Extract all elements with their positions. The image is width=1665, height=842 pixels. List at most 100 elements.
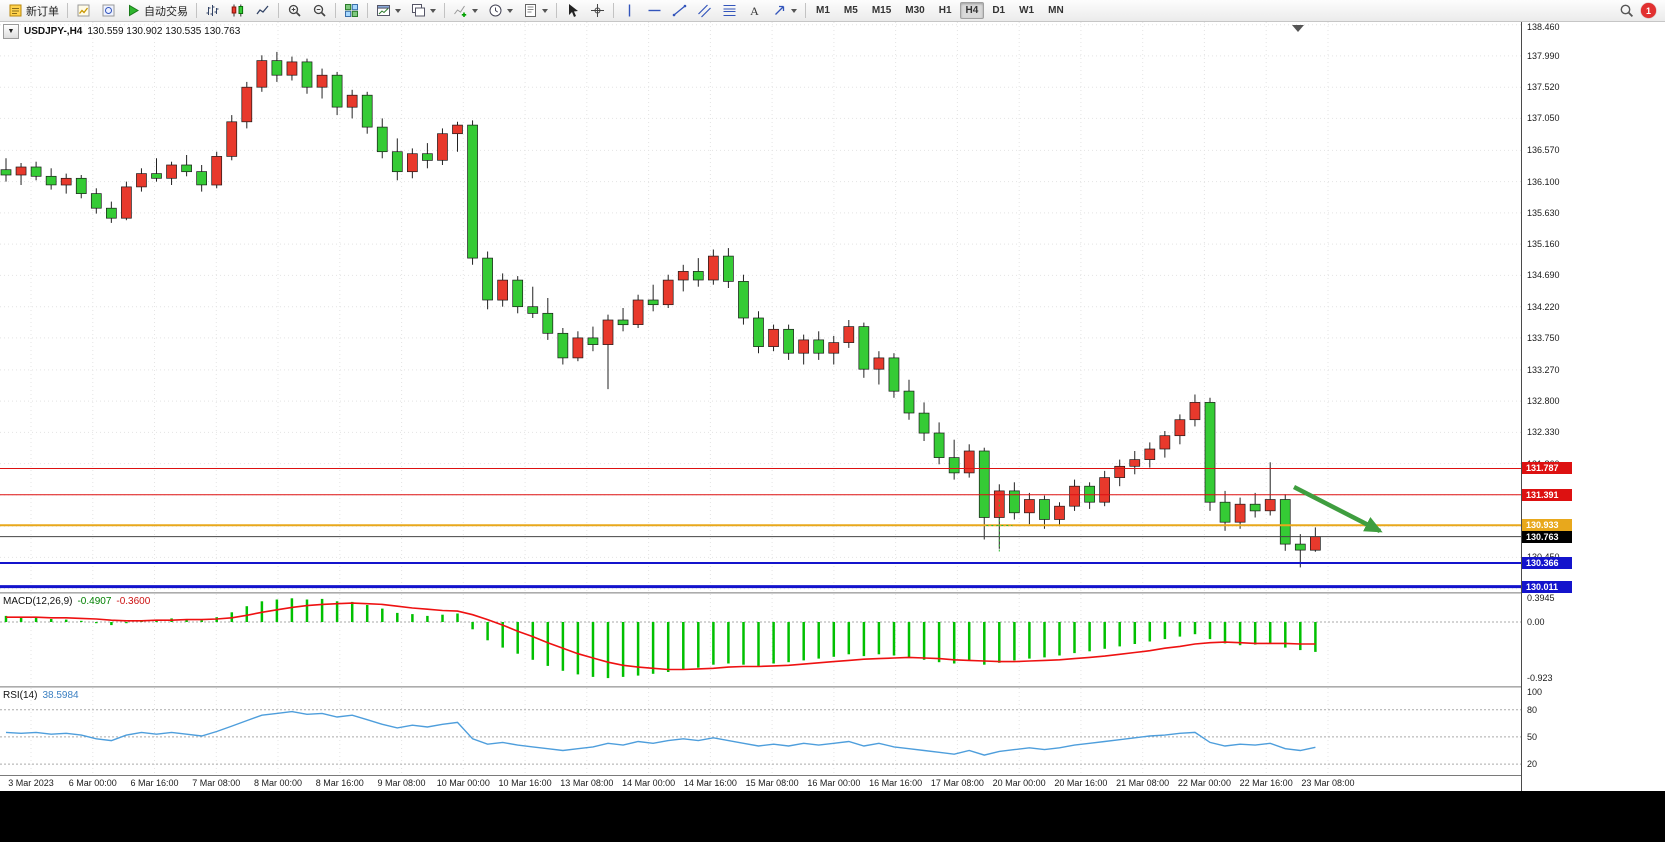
vertical-line-button[interactable] [617,0,642,21]
search-icon[interactable] [1619,3,1634,18]
equidistant-channel-button[interactable] [692,0,717,21]
timeframe-w1-button[interactable]: W1 [1019,5,1035,16]
toolbar-separator [444,3,445,18]
timeframe-h4-button[interactable]: H4 [959,2,985,19]
macd-chart[interactable] [0,594,1521,686]
trendline-button[interactable] [667,0,692,21]
price-axis[interactable]: 138.460 137.990 137.520 137.050 136.570 136.1… [1521,22,1665,791]
price-axis-label: 133.270 [1527,364,1560,375]
arrows-icon [772,3,787,18]
time-axis-label: 15 Mar 08:00 [745,778,799,788]
bar-chart-button[interactable] [200,0,225,21]
timeframe-h1-button[interactable]: H1 [938,5,952,16]
timeframe-m1-button[interactable]: M1 [816,5,830,16]
timeframe-mn-button[interactable]: MN [1048,5,1064,16]
svg-text:A: A [750,4,759,18]
line-chart-button[interactable] [250,0,275,21]
price-axis-label: 137.520 [1527,82,1560,93]
rsi-axis-label: 100 [1527,686,1543,697]
price-axis-label: 134.690 [1527,270,1560,281]
rsi-axis-label: 80 [1527,704,1538,715]
price-axis-label: 136.570 [1527,145,1560,156]
auto-trading-button[interactable]: 自动交易 [121,0,193,21]
macd-pane[interactable]: MACD(12,26,9) -0.4907 -0.3600 [0,594,1521,686]
chart-window: ▼ USDJPY-,H4 130.559 130.902 130.535 130… [0,22,1665,792]
time-axis-label: 6 Mar 00:00 [68,778,117,788]
time-axis-label: 7 Mar 08:00 [192,778,241,788]
time-axis-label: 20 Mar 00:00 [992,778,1046,788]
horizontal-line-button[interactable] [642,0,667,21]
new-chart-button[interactable] [371,0,406,21]
main-price-pane[interactable]: ▼ USDJPY-,H4 130.559 130.902 130.535 130… [0,22,1521,592]
timeframe-m30-button[interactable]: M30 [905,5,925,16]
macd-axis-label: 0.3945 [1527,592,1555,603]
price-axis-label: 135.630 [1527,207,1560,218]
time-axis[interactable]: 3 Mar 2023 6 Mar 00:00 6 Mar 16:00 7 Mar 08… [0,775,1521,792]
periods-button[interactable] [483,0,518,21]
market-watch-icon [76,3,91,18]
notification-badge[interactable]: 1 [1641,3,1656,18]
timeframe-m5-button[interactable]: M5 [843,5,858,16]
hline-icon [647,3,662,18]
navigator-icon [101,3,116,18]
candlestick-chart[interactable] [0,22,1521,592]
line-icon [255,3,270,18]
hline-price-tag: 131.391 [1522,488,1572,501]
time-axis-label: 6 Mar 16:00 [130,778,179,788]
time-axis-label: 14 Mar 00:00 [622,778,676,788]
tile-windows-button[interactable] [339,0,364,21]
indicators-button[interactable] [448,0,483,21]
macd-label: MACD(12,26,9) -0.4907 -0.3600 [3,596,150,607]
toolbar-separator [556,3,557,18]
zoom-out-button[interactable] [307,0,332,21]
text-button[interactable]: A [742,0,767,21]
candles-icon [230,3,245,18]
price-axis-label: 138.460 [1527,22,1560,32]
crosshair-button[interactable] [585,0,610,21]
zoom-in-button[interactable] [282,0,307,21]
chart-window-icon [376,3,391,18]
rsi-chart[interactable] [0,688,1521,775]
time-axis-label: 14 Mar 16:00 [683,778,737,788]
current-price-tag: 130.763 [1522,530,1572,543]
chevron-down-icon [430,8,436,13]
price-axis-label: 137.990 [1527,50,1560,61]
toolbar-separator [67,3,68,18]
timeframe-d1-button[interactable]: D1 [992,5,1006,16]
time-axis-label: 8 Mar 16:00 [315,778,364,788]
navigator-button[interactable] [96,0,121,21]
cursor-button[interactable] [560,0,585,21]
tile-icon [344,3,359,18]
time-axis-label: 8 Mar 00:00 [254,778,303,788]
macd-main-value: -0.4907 [77,596,112,607]
pane-splitter[interactable] [0,592,1521,594]
market-watch-button[interactable] [71,0,96,21]
time-axis-label: 10 Mar 00:00 [436,778,490,788]
hline-price-tag: 130.011 [1522,580,1572,593]
one-click-trading-toggle[interactable]: ▼ [3,24,19,39]
play-icon [126,3,141,18]
price-axis-label: 132.800 [1527,396,1560,407]
new-order-button-label: 新订单 [26,5,59,18]
pane-splitter[interactable] [0,686,1521,688]
templates-button[interactable] [518,0,553,21]
profiles-button[interactable] [406,0,441,21]
new-order-icon [8,3,23,18]
fibonacci-button[interactable] [717,0,742,21]
candlestick-chart-button[interactable] [225,0,250,21]
chevron-down-icon [542,8,548,13]
hline-price-tag: 131.787 [1522,462,1572,475]
rsi-value: 38.5984 [42,690,79,701]
price-axis-label: 135.160 [1527,239,1560,250]
toolbar-separator [367,3,368,18]
timeframe-m15-button[interactable]: M15 [871,5,892,16]
periods-icon [488,3,503,18]
new-order-button[interactable]: 新订单 [3,0,64,21]
zoom-in-icon [287,3,302,18]
rsi-pane[interactable]: RSI(14) 38.5984 [0,688,1521,775]
hline-price-tag: 130.933 [1522,519,1572,532]
arrows-button[interactable] [767,0,802,21]
time-axis-label: 9 Mar 08:00 [377,778,426,788]
toolbar-separator [805,3,806,18]
